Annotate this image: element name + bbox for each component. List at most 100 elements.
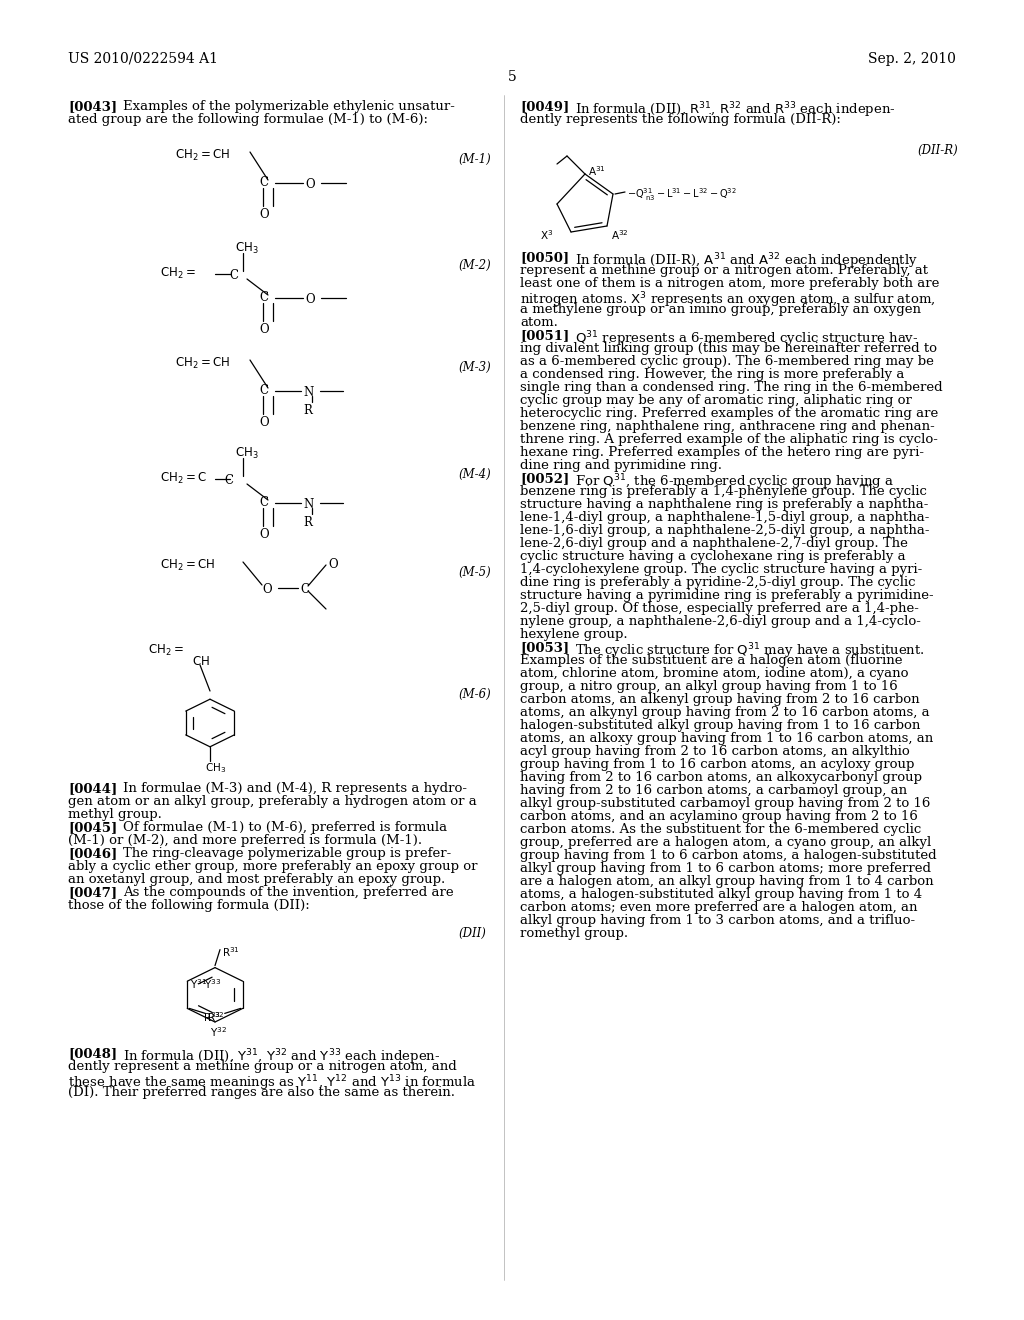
Text: [0050]: [0050]: [520, 251, 569, 264]
Text: halogen-substituted alkyl group having from 1 to 16 carbon: halogen-substituted alkyl group having f…: [520, 719, 921, 733]
Text: $\mathsf{CH_2{=}CH}$: $\mathsf{CH_2{=}CH}$: [160, 558, 215, 573]
Text: C: C: [229, 269, 239, 282]
Text: R: R: [303, 516, 312, 529]
Text: $\mathsf{CH_3}$: $\mathsf{CH_3}$: [234, 242, 259, 256]
Text: having from 2 to 16 carbon atoms, an alkoxycarbonyl group: having from 2 to 16 carbon atoms, an alk…: [520, 771, 922, 784]
Text: (DII): (DII): [458, 927, 485, 940]
Text: carbon atoms, an alkenyl group having from 2 to 16 carbon: carbon atoms, an alkenyl group having fr…: [520, 693, 920, 706]
Text: C: C: [259, 384, 268, 397]
Text: C: C: [259, 496, 268, 510]
Text: In formulae (M-3) and (M-4), R represents a hydro-: In formulae (M-3) and (M-4), R represent…: [123, 781, 467, 795]
Text: atoms, an alkoxy group having from 1 to 16 carbon atoms, an: atoms, an alkoxy group having from 1 to …: [520, 733, 933, 744]
Text: group having from 1 to 16 carbon atoms, an acyloxy group: group having from 1 to 16 carbon atoms, …: [520, 758, 914, 771]
Text: $\mathsf{CH_2{=}C}$: $\mathsf{CH_2{=}C}$: [160, 471, 207, 486]
Text: lene-1,4-diyl group, a naphthalene-1,5-diyl group, a naphtha-: lene-1,4-diyl group, a naphthalene-1,5-d…: [520, 511, 930, 524]
Text: $\mathsf{Y^{32}}$: $\mathsf{Y^{32}}$: [210, 1026, 227, 1039]
Text: R: R: [303, 404, 312, 417]
Text: 1,4-cyclohexylene group. The cyclic structure having a pyri-: 1,4-cyclohexylene group. The cyclic stru…: [520, 564, 923, 576]
Text: The cyclic structure for $\mathsf{Q^{31}}$ may have a substituent.: The cyclic structure for $\mathsf{Q^{31}…: [575, 642, 925, 660]
Text: In formula (DII), $\mathsf{Y^{31}}$, $\mathsf{Y^{32}}$ and $\mathsf{Y^{33}}$ eac: In formula (DII), $\mathsf{Y^{31}}$, $\m…: [123, 1047, 440, 1067]
Text: N: N: [303, 385, 313, 399]
Text: (M-1) or (M-2), and more preferred is formula (M-1).: (M-1) or (M-2), and more preferred is fo…: [68, 834, 422, 847]
Text: Examples of the polymerizable ethylenic unsatur-: Examples of the polymerizable ethylenic …: [123, 100, 455, 114]
Text: dently represents the following formula (DII-R):: dently represents the following formula …: [520, 114, 841, 125]
Text: In formula (DII-R), $\mathsf{A^{31}}$ and $\mathsf{A^{32}}$ each independently: In formula (DII-R), $\mathsf{A^{31}}$ an…: [575, 251, 918, 271]
Text: these have the same meanings as $\mathsf{Y^{11}}$, $\mathsf{Y^{12}}$ and $\maths: these have the same meanings as $\mathsf…: [68, 1073, 476, 1093]
Text: lene-2,6-diyl group and a naphthalene-2,7-diyl group. The: lene-2,6-diyl group and a naphthalene-2,…: [520, 537, 908, 550]
Text: as a 6-membered cyclic group). The 6-membered ring may be: as a 6-membered cyclic group). The 6-mem…: [520, 355, 934, 368]
Text: least one of them is a nitrogen atom, more preferably both are: least one of them is a nitrogen atom, mo…: [520, 277, 939, 290]
Text: atoms, an alkynyl group having from 2 to 16 carbon atoms, a: atoms, an alkynyl group having from 2 to…: [520, 706, 930, 719]
Text: atom.: atom.: [520, 315, 558, 329]
Text: are a halogen atom, an alkyl group having from 1 to 4 carbon: are a halogen atom, an alkyl group havin…: [520, 875, 934, 888]
Text: alkyl group having from 1 to 3 carbon atoms, and a trifluo-: alkyl group having from 1 to 3 carbon at…: [520, 913, 915, 927]
Text: [0044]: [0044]: [68, 781, 118, 795]
Text: group, a nitro group, an alkyl group having from 1 to 16: group, a nitro group, an alkyl group hav…: [520, 680, 898, 693]
Text: (M-4): (M-4): [458, 469, 490, 480]
Text: an oxetanyl group, and most preferably an epoxy group.: an oxetanyl group, and most preferably a…: [68, 873, 445, 886]
Text: dently represent a methine group or a nitrogen atom, and: dently represent a methine group or a ni…: [68, 1060, 457, 1073]
Text: Examples of the substituent are a halogen atom (fluorine: Examples of the substituent are a haloge…: [520, 653, 902, 667]
Text: O: O: [262, 583, 271, 597]
Text: [0048]: [0048]: [68, 1047, 117, 1060]
Text: O: O: [259, 528, 269, 541]
Text: C: C: [259, 290, 268, 304]
Text: carbon atoms. As the substituent for the 6-membered cyclic: carbon atoms. As the substituent for the…: [520, 822, 922, 836]
Text: O: O: [259, 323, 269, 337]
Text: threne ring. A preferred example of the aliphatic ring is cyclo-: threne ring. A preferred example of the …: [520, 433, 938, 446]
Text: methyl group.: methyl group.: [68, 808, 162, 821]
Text: [0046]: [0046]: [68, 847, 118, 859]
Text: (DI). Their preferred ranges are also the same as therein.: (DI). Their preferred ranges are also th…: [68, 1086, 455, 1100]
Text: $\mathsf{CH_2{=}CH}$: $\mathsf{CH_2{=}CH}$: [175, 148, 230, 164]
Text: benzene ring is preferably a 1,4-phenylene group. The cyclic: benzene ring is preferably a 1,4-phenyle…: [520, 484, 927, 498]
Text: US 2010/0222594 A1: US 2010/0222594 A1: [68, 51, 218, 66]
Text: $\mathsf{Y^{33}}$: $\mathsf{Y^{33}}$: [204, 977, 221, 991]
Text: [0052]: [0052]: [520, 473, 569, 484]
Text: structure having a naphthalene ring is preferably a naphtha-: structure having a naphthalene ring is p…: [520, 498, 929, 511]
Text: hexylene group.: hexylene group.: [520, 628, 628, 642]
Text: romethyl group.: romethyl group.: [520, 927, 628, 940]
Text: In formula (DII), $\mathsf{R^{31}}$, $\mathsf{R^{32}}$ and $\mathsf{R^{33}}$ eac: In formula (DII), $\mathsf{R^{31}}$, $\m…: [575, 100, 896, 120]
Text: $\mathsf{R^{32}}$: $\mathsf{R^{32}}$: [207, 1010, 225, 1024]
Text: (M-1): (M-1): [458, 153, 490, 166]
Text: acyl group having from 2 to 16 carbon atoms, an alkylthio: acyl group having from 2 to 16 carbon at…: [520, 744, 909, 758]
Text: [0049]: [0049]: [520, 100, 569, 114]
Text: $\mathsf{CH_2{=}CH}$: $\mathsf{CH_2{=}CH}$: [175, 356, 230, 371]
Text: nylene group, a naphthalene-2,6-diyl group and a 1,4-cyclo-: nylene group, a naphthalene-2,6-diyl gro…: [520, 615, 921, 628]
Text: alkyl group having from 1 to 6 carbon atoms; more preferred: alkyl group having from 1 to 6 carbon at…: [520, 862, 931, 875]
Text: O: O: [305, 178, 314, 191]
Text: (M-3): (M-3): [458, 360, 490, 374]
Text: group, preferred are a halogen atom, a cyano group, an alkyl: group, preferred are a halogen atom, a c…: [520, 836, 931, 849]
Text: $\mathsf{X^3}$: $\mathsf{X^3}$: [540, 228, 553, 242]
Text: C: C: [300, 583, 309, 597]
Text: [0047]: [0047]: [68, 886, 117, 899]
Text: heterocyclic ring. Preferred examples of the aromatic ring are: heterocyclic ring. Preferred examples of…: [520, 407, 938, 420]
Text: C: C: [259, 176, 268, 189]
Text: [0053]: [0053]: [520, 642, 569, 653]
Text: ing divalent linking group (this may be hereinafter referred to: ing divalent linking group (this may be …: [520, 342, 937, 355]
Text: $\mathsf{R^{31}}$: $\mathsf{R^{31}}$: [222, 945, 240, 960]
Text: $\mathsf{CH_3}$: $\mathsf{CH_3}$: [234, 446, 259, 461]
Text: $\mathsf{CH}$: $\mathsf{CH}$: [193, 655, 210, 668]
Text: O: O: [328, 558, 338, 572]
Text: $\mathsf{-Q^{31}_{\ n3}-L^{31}-L^{32}-Q^{32}}$: $\mathsf{-Q^{31}_{\ n3}-L^{31}-L^{32}-Q^…: [627, 186, 736, 203]
Text: atom, chlorine atom, bromine atom, iodine atom), a cyano: atom, chlorine atom, bromine atom, iodin…: [520, 667, 908, 680]
Text: $\mathsf{A^{31}}$: $\mathsf{A^{31}}$: [588, 164, 606, 178]
Text: carbon atoms; even more preferred are a halogen atom, an: carbon atoms; even more preferred are a …: [520, 902, 918, 913]
Text: single ring than a condensed ring. The ring in the 6-membered: single ring than a condensed ring. The r…: [520, 381, 943, 393]
Text: [0043]: [0043]: [68, 100, 117, 114]
Text: cyclic structure having a cyclohexane ring is preferably a: cyclic structure having a cyclohexane ri…: [520, 550, 905, 564]
Text: structure having a pyrimidine ring is preferably a pyrimidine-: structure having a pyrimidine ring is pr…: [520, 589, 934, 602]
Text: $\mathsf{R^{33}}$: $\mathsf{R^{33}}$: [203, 1010, 221, 1024]
Text: O: O: [305, 293, 314, 306]
Text: atoms, a halogen-substituted alkyl group having from 1 to 4: atoms, a halogen-substituted alkyl group…: [520, 888, 923, 902]
Text: For $\mathsf{Q^{31}}$, the 6-membered cyclic group having a: For $\mathsf{Q^{31}}$, the 6-membered cy…: [575, 473, 894, 491]
Text: dine ring is preferably a pyridine-2,5-diyl group. The cyclic: dine ring is preferably a pyridine-2,5-d…: [520, 576, 915, 589]
Text: O: O: [259, 416, 269, 429]
Text: a condensed ring. However, the ring is more preferably a: a condensed ring. However, the ring is m…: [520, 368, 904, 381]
Text: ably a cyclic ether group, more preferably an epoxy group or: ably a cyclic ether group, more preferab…: [68, 859, 477, 873]
Text: having from 2 to 16 carbon atoms, a carbamoyl group, an: having from 2 to 16 carbon atoms, a carb…: [520, 784, 907, 797]
Text: represent a methine group or a nitrogen atom. Preferably, at: represent a methine group or a nitrogen …: [520, 264, 928, 277]
Text: $\mathsf{CH_2{=}}$: $\mathsf{CH_2{=}}$: [148, 643, 183, 659]
Text: Of formulae (M-1) to (M-6), preferred is formula: Of formulae (M-1) to (M-6), preferred is…: [123, 821, 447, 834]
